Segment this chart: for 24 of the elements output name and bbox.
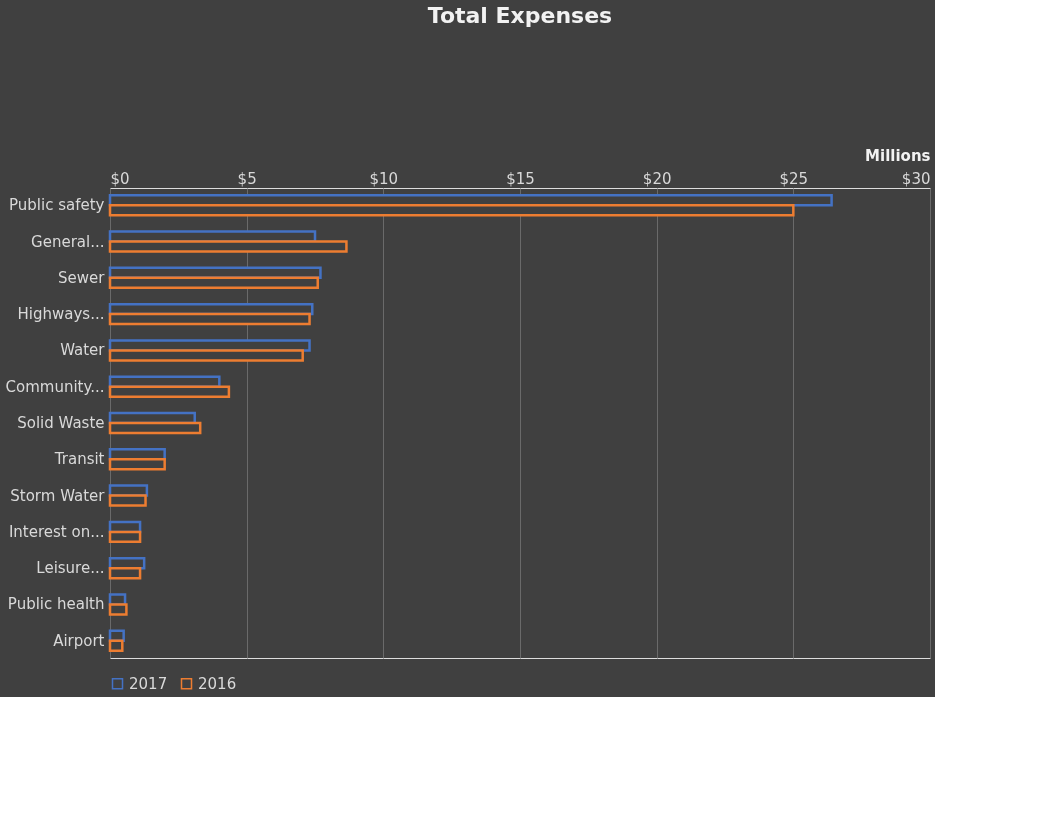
x-tick-label: $5 <box>237 169 257 188</box>
y-tick-label: Public health <box>7 595 105 614</box>
x-tick-label: $0 <box>110 169 130 188</box>
x-tick-label: $10 <box>369 169 399 188</box>
y-tick-label: Storm Water <box>10 486 106 505</box>
y-tick-label: Sewer <box>58 268 106 287</box>
y-tick-label: Airport <box>53 631 105 650</box>
x-tick-label: $30 <box>901 169 931 188</box>
legend-label: 2017 <box>129 674 168 693</box>
x-tick-label: $20 <box>642 169 672 188</box>
y-tick-label: Solid Waste <box>17 414 105 432</box>
y-tick-label: Leisure... <box>36 559 105 578</box>
y-tick-label: Interest on... <box>8 522 105 541</box>
chart-title: Total Expenses <box>427 3 613 28</box>
y-tick-label: Transit <box>53 450 105 469</box>
y-tick-label: General... <box>31 232 105 251</box>
x-tick-label: $25 <box>779 169 809 188</box>
x-tick-label: $15 <box>506 169 535 188</box>
y-tick-label: Highways... <box>17 305 105 324</box>
legend-label: 2016 <box>198 674 237 693</box>
y-tick-label: Water <box>60 341 106 360</box>
y-tick-label: Community... <box>5 377 105 396</box>
x-axis-title: Millions <box>865 146 931 165</box>
y-tick-label: Public safety <box>9 196 105 215</box>
